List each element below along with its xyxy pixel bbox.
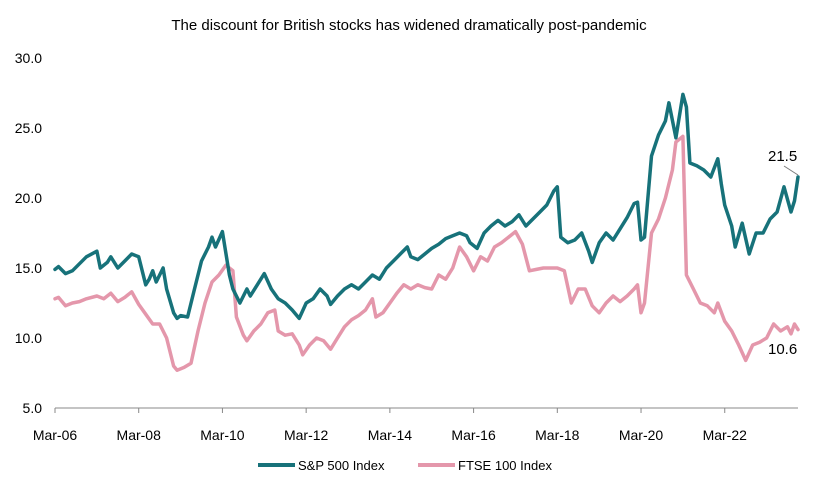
y-tick-label: 10.0 — [15, 330, 42, 346]
x-tick-label: Mar-14 — [368, 427, 413, 443]
series-line-ftse100 — [53, 134, 800, 372]
x-tick-label: Mar-10 — [200, 427, 245, 443]
x-axis-ticks: Mar-06 Mar-08 Mar-10 Mar-12 Mar-14 Mar-16 Mar-… — [33, 408, 747, 443]
legend-label-sp500: S&P 500 Index — [298, 458, 385, 473]
legend-item-sp500: S&P 500 Index — [258, 458, 385, 473]
y-tick-label: 30.0 — [15, 50, 42, 66]
y-axis-ticks: 5.0 10.0 15.0 20.0 25.0 30.0 — [15, 50, 42, 416]
annotation-ftse-last: 10.6 — [768, 341, 797, 358]
series-lines — [53, 92, 800, 372]
x-tick-label: Mar-18 — [535, 427, 580, 443]
legend: S&P 500 Index FTSE 100 Index — [258, 458, 552, 473]
legend-label-ftse100: FTSE 100 Index — [458, 458, 552, 473]
annotations: 21.5 10.6 — [768, 148, 799, 358]
annotation-sp500-last: 21.5 — [768, 148, 797, 165]
x-tick-label: Mar-16 — [451, 427, 496, 443]
chart-title: The discount for British stocks has wide… — [171, 17, 647, 34]
y-tick-label: 25.0 — [15, 120, 42, 136]
x-tick-label: Mar-12 — [284, 427, 329, 443]
x-tick-label: Mar-20 — [619, 427, 664, 443]
x-tick-label: Mar-08 — [117, 427, 162, 443]
series-line-sp500 — [53, 92, 800, 321]
y-tick-label: 5.0 — [23, 400, 43, 416]
x-tick-label: Mar-22 — [703, 427, 748, 443]
annotation-arrow — [783, 165, 799, 176]
y-tick-label: 20.0 — [15, 190, 42, 206]
x-tick-label: Mar-06 — [33, 427, 78, 443]
y-tick-label: 15.0 — [15, 260, 42, 276]
legend-item-ftse100: FTSE 100 Index — [418, 458, 552, 473]
